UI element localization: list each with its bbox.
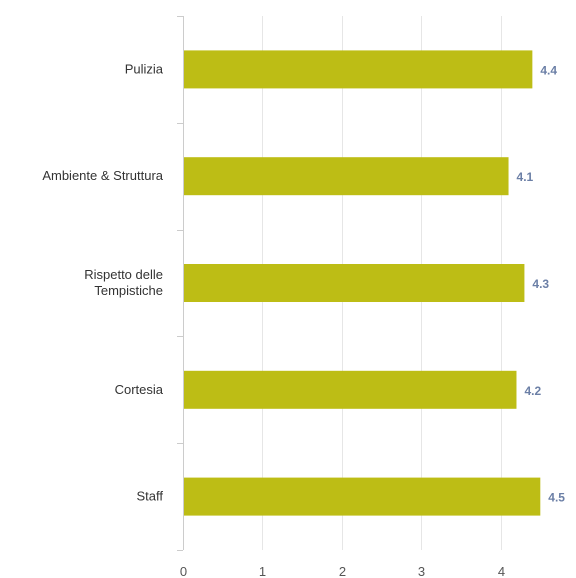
data-label: 4.2 <box>524 384 541 398</box>
bar <box>184 370 517 409</box>
bar <box>184 50 533 89</box>
category-label: Rispetto delle <box>84 267 163 282</box>
category-label: Staff <box>136 489 163 504</box>
x-tick-label: 0 <box>180 564 187 578</box>
category-label: Pulizia <box>125 61 164 76</box>
x-tick-labels: 012345 <box>180 564 505 578</box>
x-tick-label: 2 <box>339 564 346 578</box>
data-labels: 4.4 4.1 4.3 4.2 4.5 <box>517 63 566 504</box>
data-label: 4.5 <box>548 491 565 505</box>
x-tick-label: 3 <box>418 564 425 578</box>
data-label: 4.1 <box>517 170 534 184</box>
category-label: Cortesia <box>115 382 164 397</box>
x-tick-label: 4 <box>498 564 505 578</box>
bar <box>184 477 541 516</box>
category-label: Tempistiche <box>94 283 163 298</box>
category-labels: Pulizia Ambiente & Struttura Rispetto dell… <box>42 61 163 503</box>
data-label: 4.3 <box>532 277 549 291</box>
x-tick-label: 1 <box>259 564 266 578</box>
data-label: 4.4 <box>540 63 557 77</box>
y-axis <box>177 16 184 551</box>
category-label: Ambiente & Struttura <box>42 168 163 183</box>
bar <box>184 157 509 196</box>
bars <box>184 50 541 516</box>
bar <box>184 264 525 302</box>
